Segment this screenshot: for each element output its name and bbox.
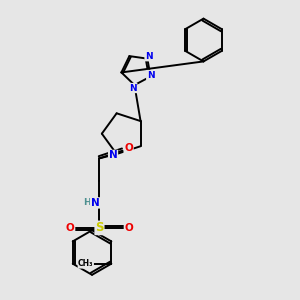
Text: N: N <box>109 151 117 160</box>
Text: O: O <box>65 223 74 233</box>
Text: CH₃: CH₃ <box>78 259 94 268</box>
Text: O: O <box>124 143 133 153</box>
Text: N: N <box>129 83 137 92</box>
Text: N: N <box>91 198 99 208</box>
Text: O: O <box>125 223 134 233</box>
Text: N: N <box>145 52 153 61</box>
Text: S: S <box>95 221 104 234</box>
Text: H: H <box>83 198 91 207</box>
Text: N: N <box>147 70 154 80</box>
